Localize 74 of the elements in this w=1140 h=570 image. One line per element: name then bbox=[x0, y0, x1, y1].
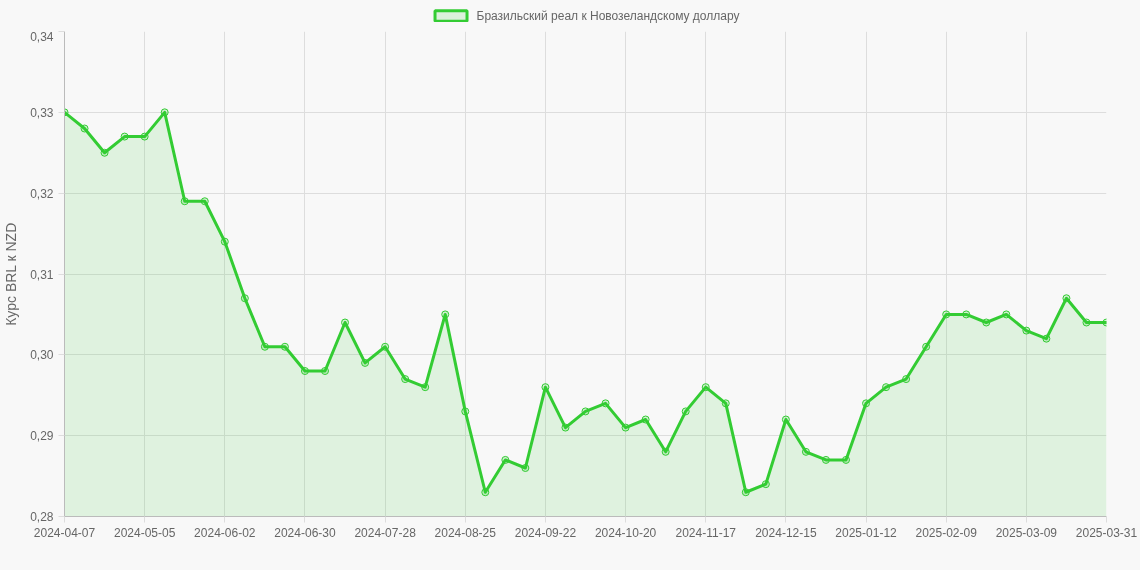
x-tick-label: 2024-05-05 bbox=[113, 525, 176, 540]
point bbox=[942, 310, 951, 319]
point bbox=[721, 399, 730, 408]
point bbox=[501, 455, 510, 464]
y-tick-label: 0,30 bbox=[30, 348, 54, 363]
point bbox=[361, 358, 370, 367]
point bbox=[621, 423, 630, 432]
point bbox=[1042, 334, 1051, 343]
point bbox=[821, 455, 830, 464]
point bbox=[1082, 318, 1091, 327]
point bbox=[220, 237, 229, 246]
point bbox=[541, 383, 550, 392]
x-tick-label: 2024-12-15 bbox=[755, 525, 817, 540]
x-tick-label: 2024-10-20 bbox=[594, 525, 657, 540]
point bbox=[180, 197, 189, 206]
point bbox=[882, 383, 891, 392]
point bbox=[120, 132, 129, 141]
x-tick-label: 2025-03-09 bbox=[995, 525, 1058, 540]
x-tick-label: 2024-08-25 bbox=[434, 525, 497, 540]
point bbox=[100, 148, 109, 157]
point bbox=[481, 488, 490, 497]
point bbox=[461, 407, 470, 416]
point bbox=[240, 294, 249, 303]
point bbox=[842, 455, 850, 464]
point bbox=[1022, 326, 1031, 335]
y-tick-label: 0,28 bbox=[30, 510, 54, 524]
point bbox=[902, 375, 911, 384]
point bbox=[641, 415, 650, 424]
point bbox=[80, 124, 89, 133]
y-axis-title: Курс BRL к NZD bbox=[3, 222, 20, 326]
point bbox=[160, 108, 169, 117]
y-tick-label: 0,31 bbox=[30, 267, 54, 282]
x-tick-label: 2024-06-30 bbox=[274, 525, 336, 540]
y-tick-label: 0,33 bbox=[30, 105, 54, 120]
point bbox=[441, 310, 450, 319]
point bbox=[200, 197, 209, 206]
point bbox=[962, 310, 971, 319]
point bbox=[1062, 294, 1071, 303]
point bbox=[521, 464, 530, 472]
x-tick-label: 2024-09-22 bbox=[514, 525, 577, 540]
point bbox=[681, 407, 690, 416]
point bbox=[781, 415, 790, 424]
x-tick-label: 2025-02-09 bbox=[915, 525, 978, 540]
point bbox=[381, 342, 390, 351]
point bbox=[741, 488, 750, 497]
x-tick-label: 2025-03-31 bbox=[1075, 525, 1138, 540]
point bbox=[922, 342, 931, 351]
point bbox=[982, 318, 991, 327]
x-tick-label: 2024-11-17 bbox=[675, 525, 737, 540]
point bbox=[260, 342, 269, 351]
point bbox=[581, 407, 590, 416]
x-tick-label: 2025-01-12 bbox=[835, 525, 898, 540]
point bbox=[661, 447, 670, 456]
point bbox=[341, 318, 350, 327]
point bbox=[801, 447, 810, 456]
point bbox=[321, 367, 329, 375]
y-tick-label: 0,34 bbox=[30, 29, 54, 44]
x-tick-label: 2024-07-28 bbox=[354, 525, 417, 540]
y-tick-label: 0,29 bbox=[30, 429, 54, 444]
point bbox=[561, 423, 570, 432]
point bbox=[761, 480, 770, 489]
point bbox=[1002, 310, 1011, 319]
x-tick-label: 2024-04-07 bbox=[33, 525, 96, 540]
legend-label: Бразильский реал к Новозеландскому доллару bbox=[476, 8, 740, 23]
point bbox=[401, 375, 410, 384]
point bbox=[601, 399, 610, 408]
x-tick-label: 2024-06-02 bbox=[194, 525, 256, 540]
point bbox=[421, 383, 430, 392]
point bbox=[140, 132, 149, 141]
point bbox=[701, 383, 710, 392]
point bbox=[862, 399, 871, 408]
point bbox=[300, 367, 309, 375]
point bbox=[280, 342, 289, 351]
y-tick-label: 0,32 bbox=[30, 186, 54, 201]
